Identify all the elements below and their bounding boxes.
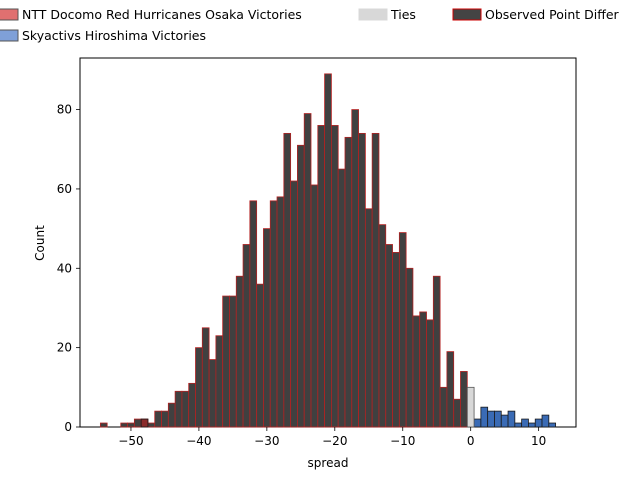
bar-observed-point-differ-m6 [426, 319, 434, 428]
bar-observed-point-differ-m22 [317, 125, 325, 428]
y-tick-label: 40 [57, 261, 72, 275]
bar-observed-point-differ-m43 [174, 390, 183, 428]
x-tick-label: −20 [322, 434, 347, 448]
bar-observed-point-differ-m27 [283, 132, 292, 428]
bar-observed-point-differ-m16 [358, 132, 366, 428]
bar-observed-point-differ-m41 [188, 382, 196, 428]
bar-skyactivs-hiroshima-victories-2 [480, 406, 489, 428]
legend-label: NTT Docomo Red Hurricanes Osaka Victorie… [22, 7, 302, 22]
legend-swatch [0, 29, 19, 42]
bar-observed-point-differ-m40 [195, 347, 203, 428]
bar-observed-point-differ-m26 [290, 180, 298, 428]
bar-observed-point-differ-m3 [446, 351, 455, 428]
bar-observed-point-differ-m45 [161, 410, 169, 428]
bar-observed-point-differ-m28 [276, 196, 285, 428]
bar-skyactivs-hiroshima-victories-4 [494, 410, 502, 428]
bar-skyactivs-hiroshima-victories-7 [514, 422, 523, 428]
bar-observed-point-differ-m7 [419, 311, 427, 428]
bar-observed-point-differ-m8 [412, 315, 421, 428]
y-tick-label: 20 [57, 341, 72, 355]
bar-observed-point-differ-m31 [256, 283, 264, 428]
bar-observed-point-differ-m17 [351, 109, 359, 428]
legend-swatch [358, 8, 388, 21]
legend-swatch [0, 8, 19, 21]
bar-observed-point-differ-m10 [398, 232, 407, 428]
bar-observed-point-differ-m44 [167, 402, 176, 428]
legend-entry-ntt-docomo-red-hurricanes-osaka-victories: NTT Docomo Red Hurricanes Osaka Victorie… [0, 7, 302, 22]
bar-observed-point-differ-m12 [385, 244, 393, 428]
x-tick-label: −10 [390, 434, 415, 448]
y-tick-label: 60 [57, 182, 72, 196]
legend-label: Ties [390, 7, 416, 22]
bar-observed-point-differ-m19 [337, 168, 346, 428]
bar-observed-point-differ-m11 [392, 252, 400, 428]
legend-entry-ties: Ties [358, 7, 416, 22]
bar-observed-point-differ-m34 [235, 275, 244, 428]
bar-skyactivs-hiroshima-victories-6 [507, 410, 516, 428]
bar-observed-point-differ-m21 [324, 73, 332, 428]
bar-observed-point-differ-m24 [303, 113, 312, 428]
x-axis-label: spread [308, 456, 349, 470]
bar-observed-point-differ-m37 [215, 335, 224, 428]
bar-skyactivs-hiroshima-victories-8 [521, 418, 529, 428]
bar-observed-point-differ-m5 [432, 275, 441, 428]
bar-skyactivs-hiroshima-victories-11 [541, 414, 550, 428]
x-tick-label: 0 [467, 434, 475, 448]
axes: −50 −40 −30 −20 −10 0 10 0 20 40 60 80 [57, 103, 547, 448]
bar-skyactivs-hiroshima-victories-5 [500, 414, 509, 428]
bar-observed-point-differ-m14 [371, 132, 380, 428]
legend-swatch [452, 8, 482, 21]
bar-observed-point-differ-m39 [201, 327, 210, 428]
bar-skyactivs-hiroshima-victories-3 [487, 410, 495, 428]
x-tick-label: −50 [118, 434, 143, 448]
bar-observed-point-differ-m25 [297, 144, 305, 428]
y-axis-label: Count [33, 225, 47, 261]
bar-observed-point-differ-m33 [242, 244, 251, 428]
x-tick-label: −40 [186, 434, 211, 448]
legend-entry-skyactivs-hiroshima-victories: Skyactivs Hiroshima Victories [0, 28, 206, 43]
y-tick-label: 0 [64, 420, 72, 434]
bar-observed-point-differ-m13 [378, 224, 387, 428]
bar-observed-point-differ-m18 [344, 136, 353, 428]
bar-observed-point-differ-m54 [99, 422, 108, 428]
bar-ties-0 [466, 386, 475, 428]
bar-observed-point-differ-m50 [127, 422, 135, 428]
bar-skyactivs-hiroshima-victories-9 [528, 422, 536, 428]
bar-observed-point-differ-m20 [330, 125, 339, 428]
bar-skyactivs-hiroshima-victories-1 [473, 418, 482, 428]
legend: NTT Docomo Red Hurricanes Osaka Victorie… [0, 7, 620, 43]
x-tick-label: 10 [531, 434, 546, 448]
bar-observed-point-differ-m2 [453, 398, 461, 428]
x-tick-label: −30 [254, 434, 279, 448]
bar-observed-point-differ-m38 [208, 359, 217, 428]
bar-observed-point-differ-m4 [439, 386, 448, 428]
bar-observed-point-differ-m9 [405, 267, 414, 428]
bar-observed-point-differ-m32 [249, 200, 258, 428]
bar-skyactivs-hiroshima-victories-10 [534, 418, 543, 428]
bar-observed-point-differ-m29 [269, 200, 278, 428]
y-tick-label: 80 [57, 103, 72, 117]
bar-observed-point-differ-m51 [120, 422, 128, 428]
bar-observed-point-differ-m46 [154, 410, 162, 428]
legend-label: Skyactivs Hiroshima Victories [22, 28, 206, 43]
bar-observed-point-differ-m15 [364, 208, 373, 428]
bar-observed-point-differ-m30 [263, 228, 271, 428]
bar-observed-point-differ-m47 [147, 422, 156, 428]
legend-label: Observed Point Differ [485, 7, 620, 22]
bar-observed-point-differ-m23 [310, 184, 319, 428]
bar-observed-point-differ-m1 [460, 371, 468, 428]
bar-observed-point-differ-m35 [229, 295, 237, 428]
bar-observed-point-differ-m42 [181, 390, 190, 428]
bar-ntt-docomo-red-hurricanes-osaka-victories-m48 [140, 418, 149, 428]
bar-observed-point-differ-m49 [133, 418, 142, 428]
legend-entry-observed-point-differ: Observed Point Differ [452, 7, 620, 22]
bar-observed-point-differ-m36 [222, 295, 230, 428]
bars [99, 73, 557, 428]
bar-skyactivs-hiroshima-victories-12 [548, 422, 557, 428]
